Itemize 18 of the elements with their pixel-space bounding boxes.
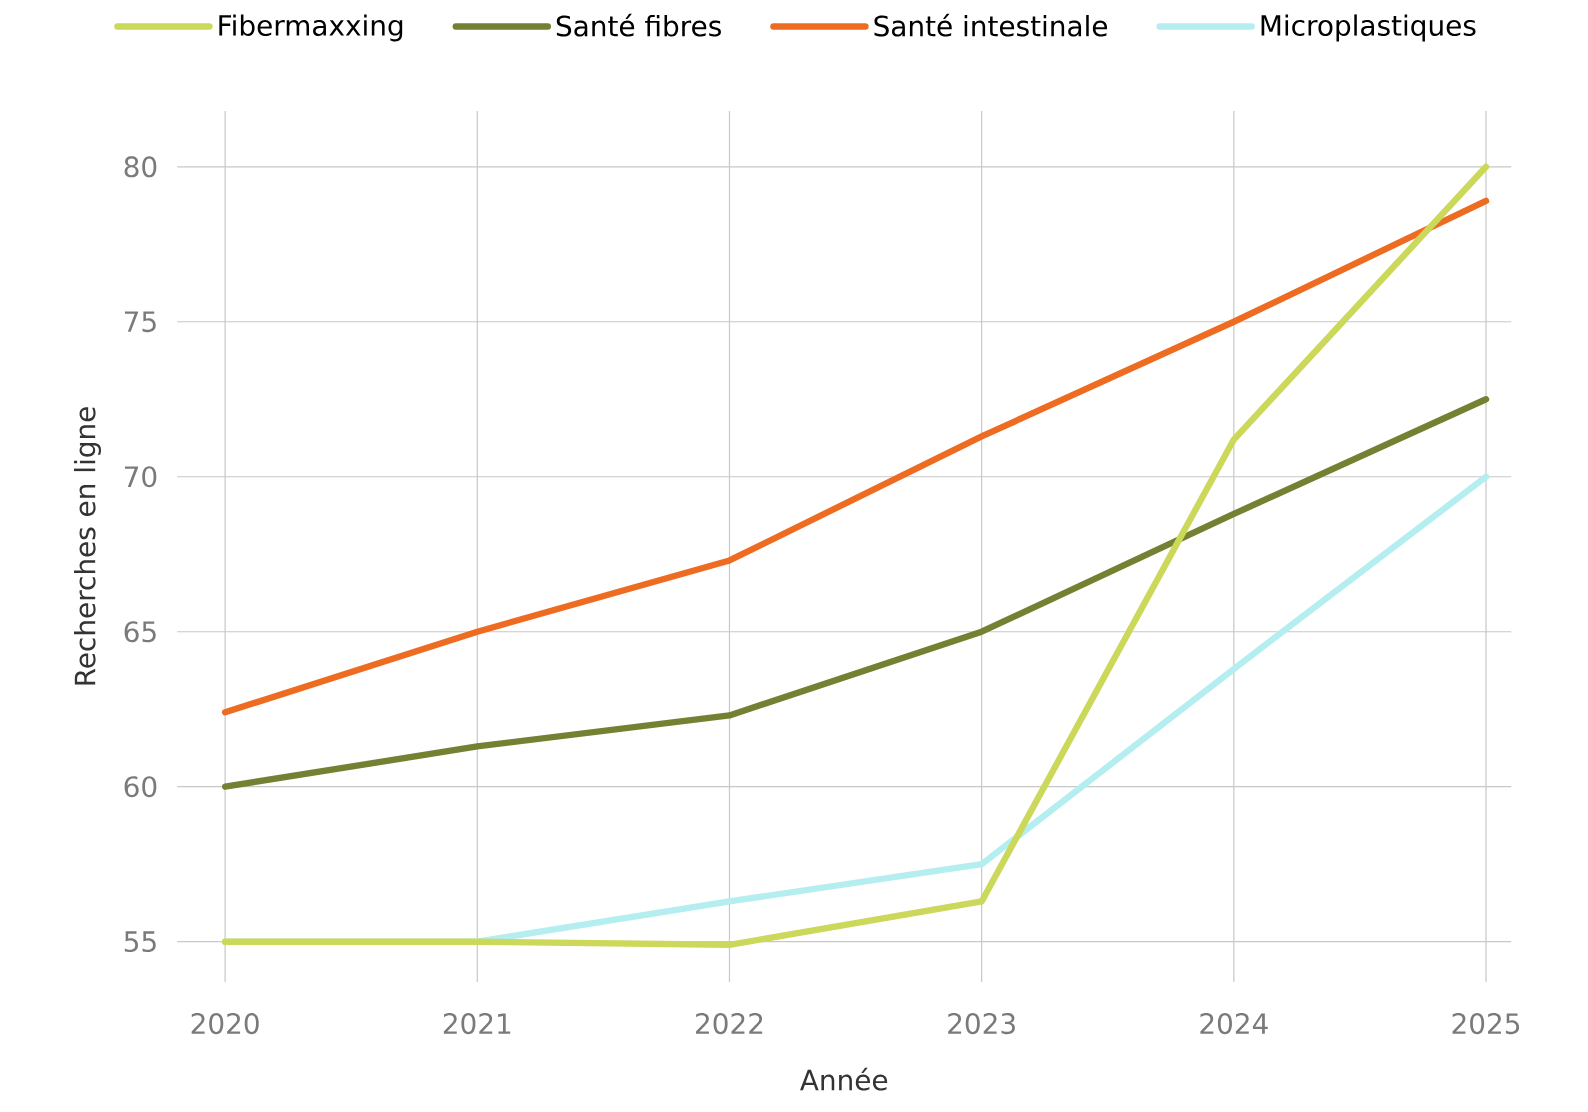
- legend-label: Fibermaxxing: [219, 14, 403, 42]
- x-tick-label: 2024: [1200, 1013, 1268, 1035]
- y-tick-label: 80: [124, 156, 157, 178]
- legend-label: Santé fibres: [556, 13, 721, 37]
- x-tick-label: 2020: [191, 1013, 259, 1035]
- y-tick-label: 75: [124, 311, 156, 333]
- y-tick-label: 70: [124, 466, 157, 488]
- legend-label: Microplastiques: [1261, 14, 1476, 42]
- legend-label: Santé intestinale: [874, 13, 1108, 37]
- y-tick-label: 60: [124, 776, 157, 798]
- y-tick-label: 55: [124, 931, 156, 953]
- x-tick-label: 2021: [443, 1013, 511, 1035]
- x-tick-label: 2025: [1452, 1013, 1520, 1035]
- x-axis-title: Année: [800, 1067, 888, 1091]
- y-tick-label: 65: [124, 621, 156, 643]
- x-tick-label: 2022: [696, 1013, 763, 1035]
- y-axis-title: Recherches en ligne: [73, 407, 101, 685]
- x-tick-label: 2023: [948, 1013, 1015, 1035]
